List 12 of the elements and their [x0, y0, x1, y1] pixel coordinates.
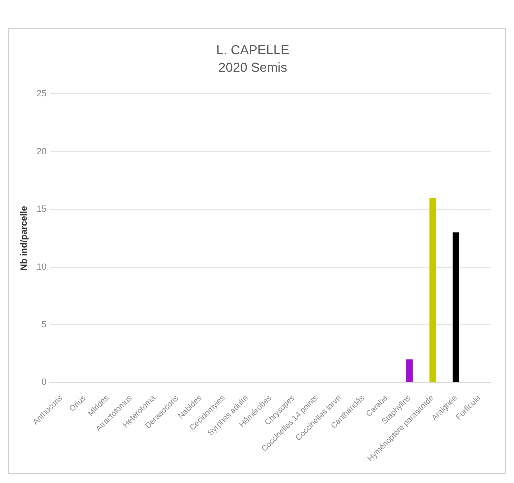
y-tick-label: 0	[42, 377, 47, 388]
y-axis-title: Nb ind/parcelle	[18, 206, 29, 271]
bar	[406, 360, 413, 382]
chart-subtitle: 2020 Semis	[218, 60, 288, 75]
y-tick-label: 10	[36, 262, 47, 272]
y-tick-label: 20	[36, 146, 47, 156]
y-tick-label: 5	[42, 319, 47, 330]
bar	[452, 232, 460, 382]
chart-title: L. CAPELLE	[216, 42, 290, 58]
y-tick-label: 15	[36, 204, 47, 214]
y-tick-label: 25	[36, 88, 47, 99]
bar	[430, 198, 436, 382]
